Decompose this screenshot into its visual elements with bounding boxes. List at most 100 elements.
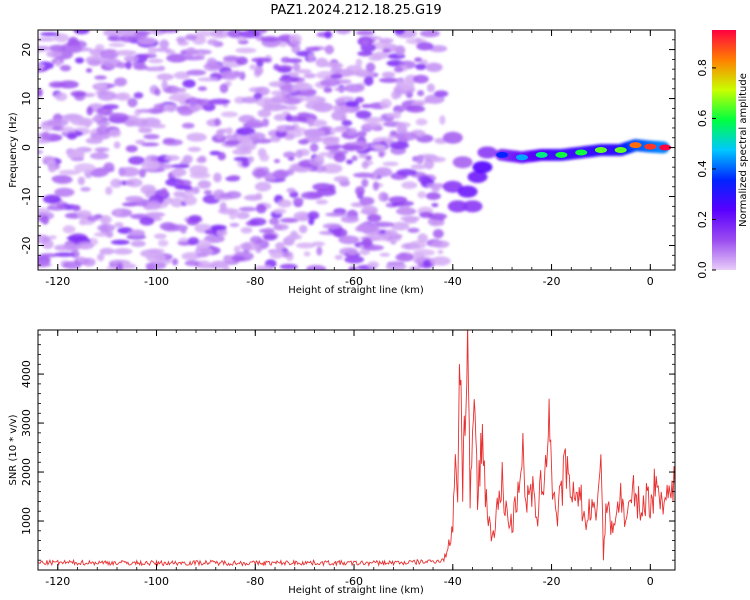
x-tick-label: -60 — [345, 275, 363, 288]
heatmap-cell — [208, 98, 231, 105]
heatmap-cell — [154, 233, 167, 240]
heatmap-cell — [254, 181, 272, 192]
heatmap-cell — [249, 64, 257, 70]
heatmap-cell — [198, 155, 207, 163]
heatmap-cell — [76, 241, 94, 250]
heatmap-cell — [320, 163, 343, 174]
y-tick-label: -20 — [20, 237, 33, 255]
heatmap-cell — [307, 52, 315, 63]
heatmap-cell — [232, 148, 252, 156]
colorbar: 0.0 0.2 0.4 0.6 0.8 Normalized spectral ampl… — [696, 30, 749, 279]
heatmap-cell — [72, 204, 81, 212]
heatmap-cell — [330, 127, 348, 133]
heatmap-cell — [296, 69, 312, 74]
heatmap-cell — [359, 248, 371, 256]
heatmap-cell — [247, 156, 254, 163]
heatmap-cell — [184, 260, 200, 267]
heatmap-cell — [361, 161, 369, 169]
heatmap-cell — [659, 144, 672, 151]
heatmap-cell — [397, 200, 414, 207]
heatmap-cell — [283, 151, 296, 159]
heatmap-cells — [38, 30, 672, 270]
heatmap-cell — [225, 127, 233, 135]
y-tick-label: 4000 — [20, 360, 33, 388]
heatmap-cell — [197, 77, 219, 82]
heatmap-cell — [227, 175, 241, 180]
heatmap-cell — [133, 64, 148, 71]
heatmap-cell — [103, 30, 121, 37]
heatmap-cell — [219, 83, 229, 94]
heatmap-cell — [333, 152, 346, 163]
heatmap-cell — [38, 149, 44, 155]
heatmap-cell — [307, 211, 320, 220]
heatmap-cell — [334, 98, 345, 104]
heatmap-cell — [351, 155, 358, 162]
heatmap-cell — [363, 116, 385, 124]
heatmap-cell — [398, 252, 408, 257]
heatmap-cell — [255, 204, 267, 214]
heatmap-cell — [467, 170, 488, 183]
heatmap-cell — [322, 61, 343, 68]
heatmap-cell — [408, 265, 421, 270]
heatmap-cell — [166, 53, 188, 63]
heatmap-cell — [158, 30, 179, 34]
heatmap-cell — [286, 234, 303, 240]
heatmap-cell — [86, 106, 93, 116]
heatmap-cell — [309, 143, 319, 153]
heatmap-cell — [255, 192, 263, 200]
heatmap-cell — [151, 123, 166, 129]
heatmap-cell — [128, 229, 146, 238]
heatmap-cell — [361, 39, 370, 46]
heatmap-cell — [316, 246, 323, 256]
heatmap-cell — [425, 192, 441, 201]
heatmap-cell — [426, 183, 448, 189]
heatmap-cell — [77, 176, 86, 186]
heatmap-cell — [382, 161, 399, 167]
heatmap-cell — [94, 83, 108, 89]
heatmap-cell — [145, 261, 167, 270]
heatmap-cell — [297, 112, 310, 117]
heatmap-cell — [124, 55, 139, 63]
heatmap-cell — [159, 222, 176, 231]
heatmap-cell — [235, 142, 256, 151]
heatmap-cell — [277, 66, 292, 73]
heatmap-cell — [457, 185, 478, 198]
heatmap-cell — [141, 160, 161, 171]
colorbar-tick-label: 0.0 — [696, 261, 709, 279]
heatmap-cell — [159, 39, 170, 49]
heatmap-cell — [235, 47, 257, 54]
heatmap-cell — [74, 163, 96, 173]
heatmap-cell — [353, 172, 375, 178]
heatmap-cell — [369, 233, 391, 241]
heatmap-cell — [629, 142, 642, 149]
heatmap-cell — [238, 206, 257, 212]
heatmap-cell — [254, 265, 266, 270]
heatmap-cell — [291, 82, 313, 91]
heatmap-cell — [303, 251, 311, 257]
heatmap-cell — [417, 175, 432, 184]
heatmap-cell — [133, 92, 144, 99]
x-tick-label: -20 — [543, 275, 561, 288]
heatmap-cell — [277, 199, 292, 208]
x-tick-label: -40 — [444, 275, 462, 288]
colorbar-scale — [712, 30, 736, 270]
heatmap-cell — [40, 253, 58, 258]
snr-x-ticks: -120 -100 -80 -60 -40 -20 0 — [45, 330, 654, 588]
x-tick-label: -100 — [144, 575, 169, 588]
heatmap-cell — [372, 51, 389, 60]
heatmap-cell — [273, 159, 281, 164]
heatmap-cell — [269, 249, 284, 259]
heatmap-cell — [515, 154, 528, 161]
heatmap-cell — [46, 50, 63, 58]
heatmap-cell — [372, 181, 380, 191]
heatmap-cell — [183, 195, 197, 206]
heatmap-cell — [162, 137, 176, 144]
heatmap-cell — [419, 30, 440, 38]
heatmap-cell — [164, 154, 180, 161]
colorbar-tick-label: 0.4 — [696, 160, 709, 178]
heatmap-cell — [275, 242, 285, 250]
heatmap-cell — [345, 100, 359, 108]
heatmap-cell — [330, 73, 343, 79]
heatmap-cell — [305, 101, 327, 110]
heatmap-cell — [279, 263, 298, 270]
